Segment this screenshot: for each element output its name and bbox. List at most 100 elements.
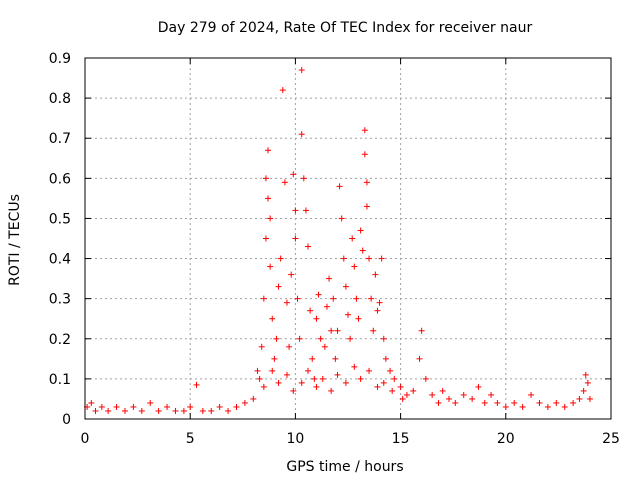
data-point — [494, 399, 501, 406]
data-point — [311, 375, 318, 382]
data-point — [88, 399, 95, 406]
data-point — [355, 315, 362, 322]
data-point — [260, 295, 267, 302]
data-point — [469, 395, 476, 402]
data-point — [345, 311, 351, 318]
data-point — [193, 381, 200, 388]
data-point — [553, 399, 560, 406]
data-point — [359, 247, 366, 254]
data-point — [349, 235, 356, 242]
data-point — [275, 283, 282, 290]
data-point — [351, 363, 358, 370]
data-point — [580, 387, 587, 394]
data-point — [199, 407, 206, 414]
data-point — [298, 131, 305, 138]
data-point — [279, 87, 286, 94]
data-point — [233, 403, 240, 410]
data-point — [258, 343, 265, 350]
data-point — [368, 295, 375, 302]
data-point — [292, 235, 299, 242]
data-point — [254, 367, 261, 374]
data-point — [305, 243, 312, 250]
data-point — [372, 271, 379, 278]
data-point — [265, 195, 272, 202]
data-point — [187, 403, 194, 410]
data-point — [307, 307, 314, 314]
data-point — [281, 179, 288, 186]
data-point — [225, 407, 232, 414]
y-tick-label: 0.8 — [49, 91, 71, 107]
data-point — [298, 379, 305, 386]
data-point — [389, 387, 396, 394]
y-tick-label: 0.6 — [49, 171, 71, 187]
data-point — [511, 399, 518, 406]
data-point — [250, 395, 257, 402]
data-point — [275, 379, 282, 386]
data-point — [399, 395, 406, 402]
x-tick-label: 10 — [286, 431, 304, 447]
data-point — [290, 171, 297, 178]
data-point — [105, 407, 112, 414]
data-point — [260, 383, 267, 390]
data-point — [380, 379, 387, 386]
x-tick-label: 20 — [497, 431, 515, 447]
x-tick-label: 15 — [392, 431, 410, 447]
data-point — [536, 399, 543, 406]
data-point — [241, 399, 248, 406]
y-tick-label: 0.4 — [49, 252, 71, 268]
data-point — [347, 335, 354, 342]
data-point — [342, 283, 349, 290]
data-point — [267, 215, 274, 222]
data-point — [353, 295, 360, 302]
data-point — [309, 355, 316, 362]
data-point — [328, 327, 335, 334]
data-point — [262, 175, 269, 182]
data-point — [374, 383, 381, 390]
x-tick-label: 0 — [81, 431, 90, 447]
data-point — [121, 407, 128, 414]
data-point — [363, 179, 370, 186]
data-point — [288, 271, 295, 278]
plot-frame — [84, 57, 612, 420]
data-point — [277, 255, 284, 262]
data-point — [283, 299, 290, 306]
x-tick-label: 5 — [186, 431, 195, 447]
y-tick-label: 0 — [62, 412, 71, 428]
data-point — [267, 263, 274, 270]
data-point — [334, 327, 341, 334]
data-point — [418, 327, 425, 334]
data-point — [366, 367, 373, 374]
data-point — [452, 399, 459, 406]
y-tick-label: 0.1 — [49, 372, 71, 388]
data-points — [84, 67, 593, 414]
data-point — [410, 387, 417, 394]
data-point — [319, 375, 326, 382]
data-point — [216, 403, 223, 410]
data-point — [429, 391, 436, 398]
data-point — [180, 407, 187, 414]
data-point — [351, 263, 358, 270]
data-point — [172, 407, 179, 414]
y-tick-label: 0.5 — [49, 211, 71, 227]
data-point — [387, 367, 394, 374]
tick-labels: 0 5 10 15 20 25 0 0.1 0.2 0.3 0.4 0.5 0.6 0.7 0.8 0.9 — [49, 51, 620, 447]
data-point — [435, 399, 442, 406]
data-point — [544, 403, 551, 410]
data-point — [397, 383, 404, 390]
axis-ticks — [84, 57, 612, 420]
y-tick-label: 0.3 — [49, 292, 71, 308]
data-point — [262, 235, 269, 242]
data-point — [265, 147, 272, 154]
data-point — [326, 275, 333, 282]
data-point — [330, 295, 337, 302]
data-point — [582, 371, 589, 378]
data-point — [147, 399, 154, 406]
grid — [85, 58, 611, 419]
data-point — [391, 375, 398, 382]
data-point — [361, 151, 368, 158]
data-point — [300, 175, 307, 182]
data-point — [296, 335, 303, 342]
data-point — [403, 391, 410, 398]
data-point — [321, 343, 328, 350]
data-point — [286, 343, 293, 350]
